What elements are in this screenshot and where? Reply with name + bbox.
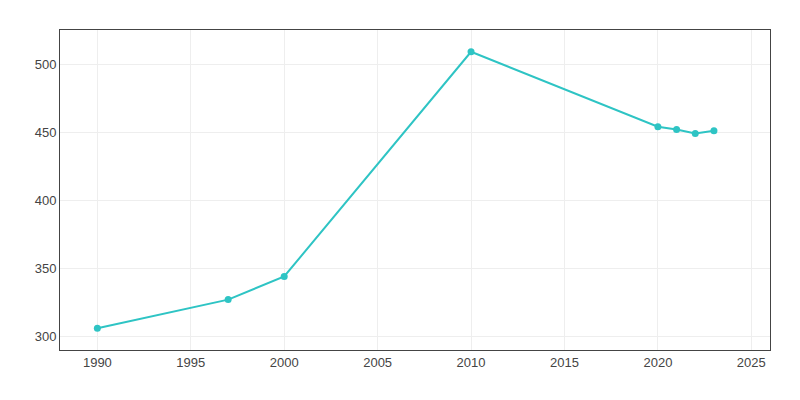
svg-text:2020: 2020 bbox=[643, 355, 672, 370]
svg-text:1995: 1995 bbox=[176, 355, 205, 370]
svg-text:500: 500 bbox=[35, 57, 57, 72]
svg-text:2010: 2010 bbox=[457, 355, 486, 370]
svg-text:1990: 1990 bbox=[83, 355, 112, 370]
svg-text:350: 350 bbox=[35, 261, 57, 276]
svg-text:2005: 2005 bbox=[363, 355, 392, 370]
svg-text:300: 300 bbox=[35, 329, 57, 344]
svg-text:400: 400 bbox=[35, 193, 57, 208]
svg-text:450: 450 bbox=[35, 125, 57, 140]
svg-text:2025: 2025 bbox=[737, 355, 766, 370]
svg-text:2015: 2015 bbox=[550, 355, 579, 370]
svg-text:2000: 2000 bbox=[270, 355, 299, 370]
